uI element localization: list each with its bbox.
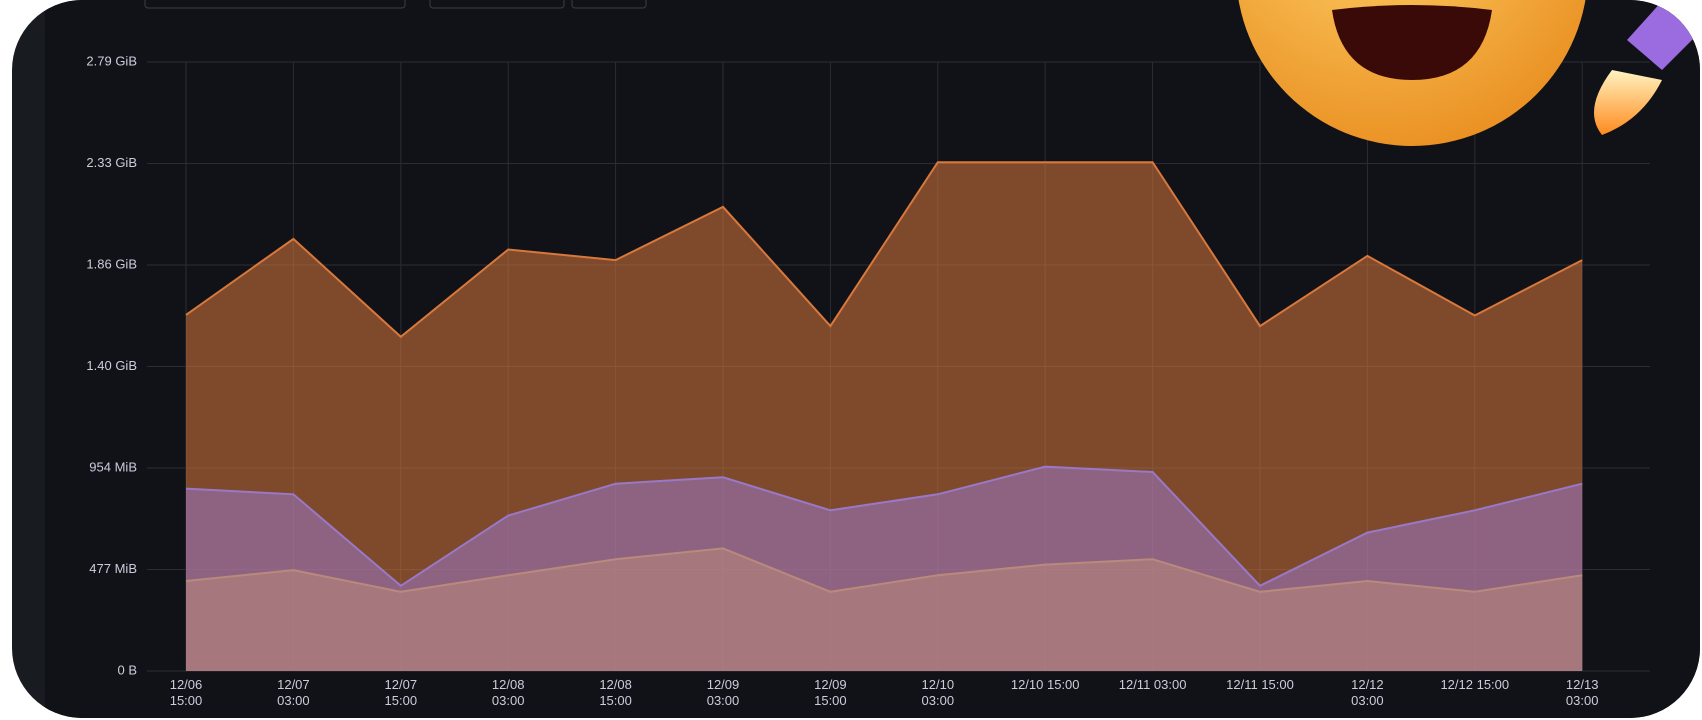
page: 0 B 477 MiB 954 MiB 1.40 GiB 1.86 GiB 2.33 Gi…: [0, 0, 1702, 720]
y-tick-label: 2.33 GiB: [86, 155, 137, 170]
chart: 0 B 477 MiB 954 MiB 1.40 GiB 1.86 GiB 2.33 Gi…: [12, 0, 1700, 718]
panel: 0 B 477 MiB 954 MiB 1.40 GiB 1.86 GiB 2.33 Gi…: [12, 0, 1700, 718]
x-tick-label: 12/11 15:00: [1210, 677, 1310, 693]
x-tick-label: 12/07 03:00: [243, 677, 343, 709]
y-tick-label: 954 MiB: [89, 459, 137, 474]
y-tick-label: 477 MiB: [89, 561, 137, 576]
x-tick-label: 12/12 03:00: [1317, 677, 1417, 709]
x-tick-label: 12/10 03:00: [888, 677, 988, 709]
y-tick-label: 1.40 GiB: [86, 358, 137, 373]
x-tick-label: 12/08 03:00: [458, 677, 558, 709]
x-tick-label: 12/13 03:00: [1532, 677, 1632, 709]
x-tick-label: 12/09 03:00: [673, 677, 773, 709]
x-tick-label: 12/11 03:00: [1103, 677, 1203, 693]
x-tick-label: 12/07 15:00: [351, 677, 451, 709]
x-tick-label: 12/09 15:00: [780, 677, 880, 709]
x-tick-label: 12/10 15:00: [995, 677, 1095, 693]
x-tick-label: 12/08 15:00: [566, 677, 666, 709]
y-tick-label: 1.86 GiB: [86, 256, 137, 271]
x-tick-label: 12/12 15:00: [1425, 677, 1525, 693]
x-tick-label: 12/06 15:00: [136, 677, 236, 709]
y-tick-label: 2.79 GiB: [86, 53, 137, 68]
y-tick-label: 0 B: [117, 662, 137, 677]
